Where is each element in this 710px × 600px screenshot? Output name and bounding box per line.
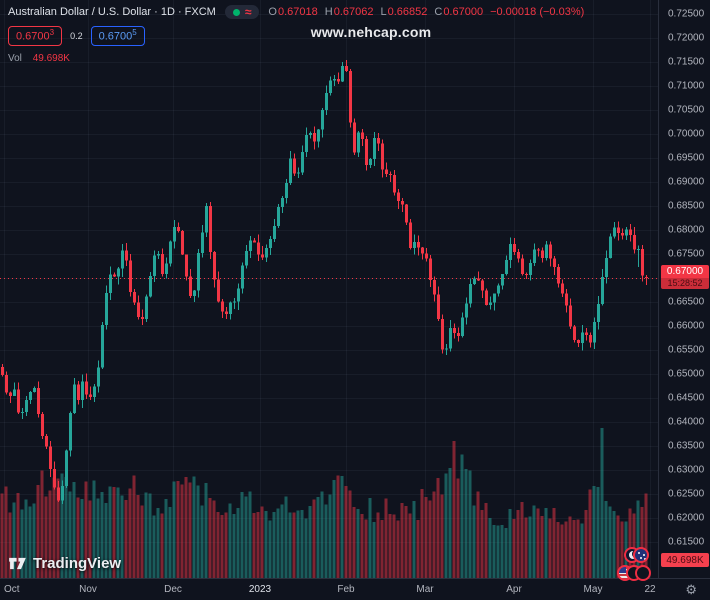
price-axis-label: 0.71500 (668, 56, 705, 68)
price-axis-label: 0.65000 (668, 368, 705, 380)
last-price-value: 0.67000 (666, 266, 704, 277)
volume-axis-label: 49.698K (661, 553, 709, 567)
price-axis-label: 0.64000 (668, 416, 705, 428)
volume-value: 49.698K (32, 52, 70, 64)
open-label: O (268, 5, 277, 18)
price-axis-label: 0.63500 (668, 440, 705, 452)
high-value: 0.67062 (333, 5, 374, 18)
price-axis-label: 0.71000 (668, 80, 705, 92)
last-price-label: 0.67000 15:28:52 (661, 265, 709, 289)
price-axis[interactable]: 0.67000 15:28:52 49.698K 0.72500 0.72000 0… (658, 0, 710, 578)
time-axis-label: Nov (79, 584, 97, 595)
price-axis-label: 0.70500 (668, 104, 705, 116)
price-axis-label: 0.63000 (668, 464, 705, 476)
price-axis-label: 0.72000 (668, 32, 705, 44)
ohlc-values: O0.67018 H0.67062 L0.66852 C0.67000 −0.0… (268, 6, 584, 19)
price-axis-label: 0.68500 (668, 200, 705, 212)
price-axis-label: 0.67500 (668, 248, 705, 260)
price-axis-label: 0.72500 (668, 8, 705, 20)
time-axis-label: 22 (644, 584, 656, 595)
price-axis-label: 0.65500 (668, 344, 705, 356)
open-value: 0.67018 (277, 5, 318, 18)
new-york-session-badge[interactable] (617, 565, 651, 581)
market-status-pill[interactable]: ≈ (224, 5, 260, 19)
chart-legend: Australian Dollar / U.S. Dollar · 1D · F… (8, 5, 584, 64)
price-axis-label: 0.70000 (668, 128, 705, 140)
time-axis[interactable]: ⚙ Oct Nov Dec 2023 Feb Mar Apr May 22 (0, 578, 710, 600)
session-ring-icon (635, 565, 651, 581)
sell-button[interactable]: 0.67003 (8, 26, 63, 46)
time-axis-label: 2023 (248, 584, 272, 595)
time-axis-label: Apr (506, 584, 522, 595)
buy-button[interactable]: 0.67005 (90, 26, 145, 46)
tradingview-logo-text: TradingView (33, 555, 122, 572)
change-value: −0.00018 (−0.03%) (490, 5, 585, 18)
bar-countdown: 15:28:52 (661, 278, 709, 289)
watermark: www.nehcap.com (310, 24, 432, 40)
price-axis-label: 0.61500 (668, 536, 705, 548)
chart-canvas[interactable] (0, 0, 658, 578)
low-label: L (380, 5, 387, 18)
price-axis-label: 0.62500 (668, 488, 705, 500)
time-axis-label: Mar (416, 584, 434, 595)
settings-gear-icon[interactable]: ⚙ (685, 582, 697, 597)
close-value: 0.67000 (443, 5, 484, 18)
price-axis-label: 0.69500 (668, 152, 705, 164)
price-axis-label: 0.69000 (668, 176, 705, 188)
candles (1, 60, 648, 504)
price-axis-label: 0.64500 (668, 392, 705, 404)
time-axis-label: May (583, 584, 603, 595)
low-value: 0.66852 (387, 5, 428, 18)
volume-bars (0, 428, 648, 578)
sell-pip-sup: 3 (49, 28, 55, 37)
price-axis-label: 0.66500 (668, 296, 705, 308)
time-axis-label: Dec (164, 584, 182, 595)
symbol-title[interactable]: Australian Dollar / U.S. Dollar · 1D · F… (8, 5, 216, 18)
high-label: H (324, 5, 333, 18)
sydney-session-badge[interactable] (624, 547, 649, 563)
delayed-data-icon: ≈ (244, 5, 252, 19)
aud-flag-icon (633, 547, 649, 563)
price-axis-label: 0.68000 (668, 224, 705, 236)
volume-label[interactable]: Vol (8, 52, 22, 64)
tradingview-logo[interactable]: TradingView (8, 555, 121, 572)
time-axis-label: Feb (337, 584, 355, 595)
spread-value: 0.2 (70, 30, 83, 41)
market-open-dot-icon (232, 8, 240, 16)
time-axis-label: Oct (4, 584, 20, 595)
tradingview-logo-icon (9, 557, 26, 570)
close-label: C (434, 5, 443, 18)
price-axis-label: 0.66000 (668, 320, 705, 332)
price-axis-label: 0.62000 (668, 512, 705, 524)
buy-pip-sup: 5 (132, 28, 137, 37)
